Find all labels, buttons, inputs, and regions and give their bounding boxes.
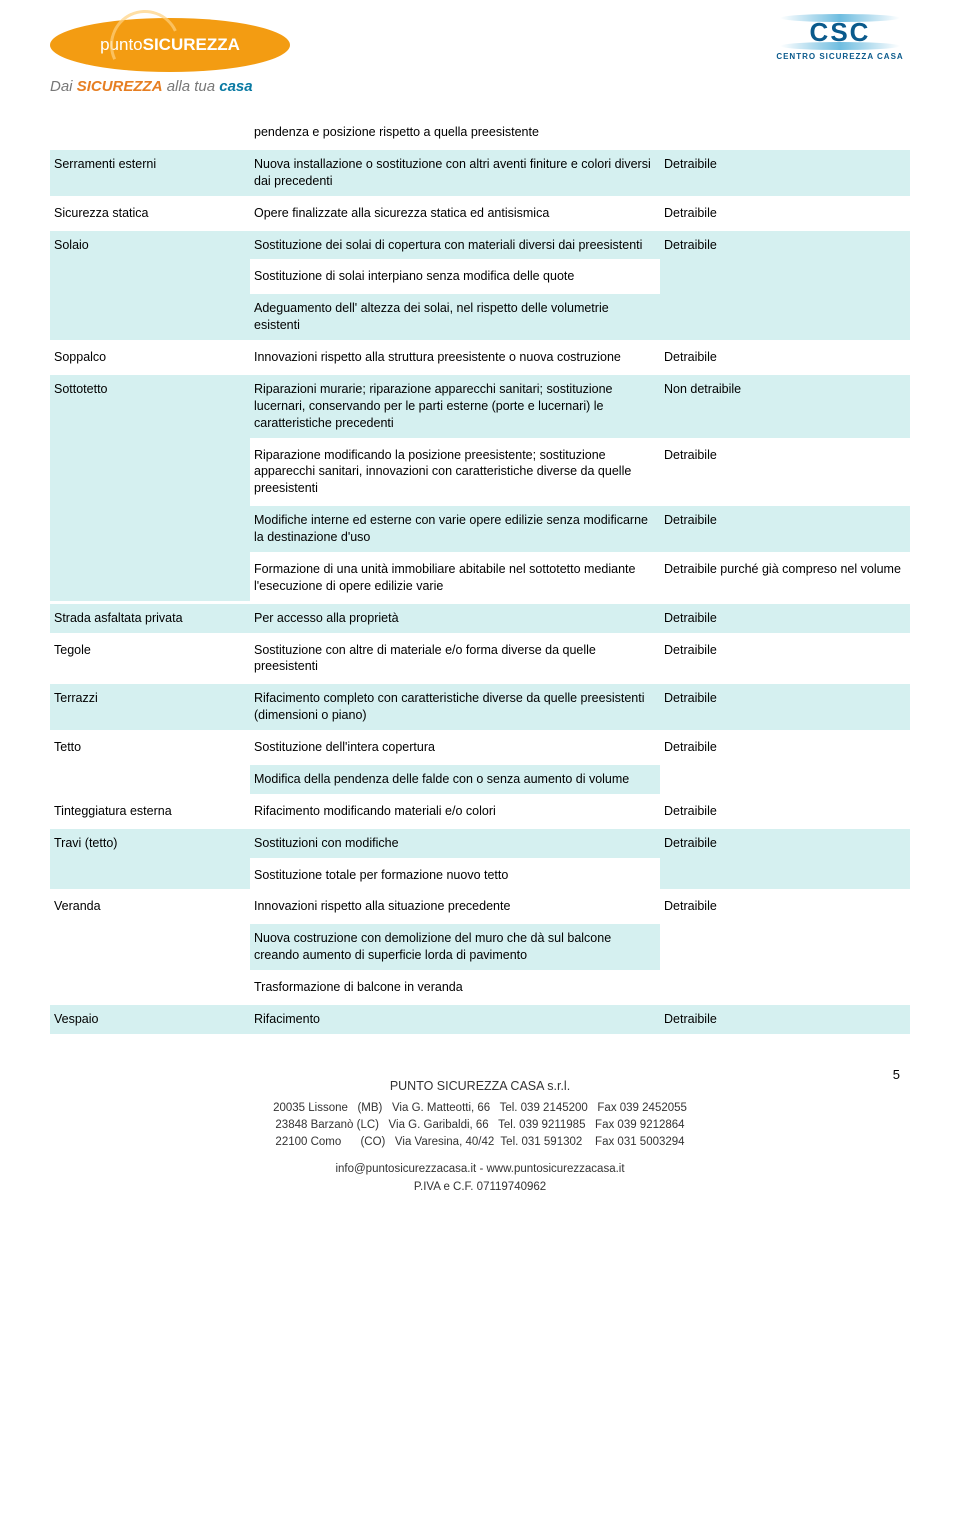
row-description: Formazione di una unità immobiliare abit… <box>250 555 660 601</box>
row-status: Detraibile <box>660 199 910 228</box>
row-status: Detraibile <box>660 892 910 1002</box>
row-description: Sostituzione dell'intera copertura <box>250 733 660 762</box>
row-description: Modifiche interne ed esterne con varie o… <box>250 506 660 552</box>
row-description: Sostituzione con altre di materiale e/o … <box>250 636 660 682</box>
content-area: pendenza e posizione rispetto a quella p… <box>0 105 960 1057</box>
row-status: Detraibile <box>660 797 910 826</box>
row-category: Tetto <box>50 733 250 794</box>
row-category: Soppalco <box>50 343 250 372</box>
tagline-emph: casa <box>219 78 252 95</box>
punto-sicurezza-logo: puntoSICUREZZA <box>50 18 290 72</box>
row-category: Serramenti esterni <box>50 150 250 196</box>
tagline-word: SICUREZZA <box>77 78 163 95</box>
csc-mark: CSC <box>780 18 900 46</box>
row-description: Innovazioni rispetto alla struttura pree… <box>250 343 660 372</box>
row-category: Veranda <box>50 892 250 1002</box>
row-description: Nuova costruzione con demolizione del mu… <box>250 924 660 970</box>
table-row: Strada asfaltata privataPer accesso alla… <box>50 604 910 633</box>
row-description: Innovazioni rispetto alla situazione pre… <box>250 892 660 921</box>
table-row: Sicurezza staticaOpere finalizzate alla … <box>50 199 910 228</box>
deductions-table: pendenza e posizione rispetto a quella p… <box>50 115 910 1037</box>
table-row: SoppalcoInnovazioni rispetto alla strutt… <box>50 343 910 372</box>
row-status: Detraibile purché già compreso nel volum… <box>660 555 910 601</box>
table-row: VerandaInnovazioni rispetto alla situazi… <box>50 892 910 921</box>
table-row: TegoleSostituzione con altre di material… <box>50 636 910 682</box>
page-number: 5 <box>893 1065 900 1085</box>
row-category: Terrazzi <box>50 684 250 730</box>
table-row: VespaioRifacimentoDetraibile <box>50 1005 910 1034</box>
row-status: Detraibile <box>660 1005 910 1034</box>
footer-address-3: 22100 Como (CO) Via Varesina, 40/42 Tel.… <box>50 1134 910 1151</box>
page-footer: 5 PUNTO SICUREZZA CASA s.r.l. 20035 Liss… <box>0 1057 960 1210</box>
row-category <box>50 118 250 147</box>
row-description: Opere finalizzate alla sicurezza statica… <box>250 199 660 228</box>
table-row: TerrazziRifacimento completo con caratte… <box>50 684 910 730</box>
row-status: Detraibile <box>660 343 910 372</box>
table-row: TettoSostituzione dell'intera coperturaD… <box>50 733 910 762</box>
row-status: Detraibile <box>660 506 910 552</box>
brand-left: puntoSICUREZZA Dai SICUREZZA alla tua ca… <box>50 18 310 95</box>
footer-company: PUNTO SICUREZZA CASA s.r.l. <box>50 1077 910 1096</box>
row-status: Detraibile <box>660 684 910 730</box>
row-status: Detraibile <box>660 604 910 633</box>
table-row: Travi (tetto)Sostituzioni con modificheD… <box>50 829 910 858</box>
row-status: Detraibile <box>660 829 910 890</box>
row-category: Solaio <box>50 231 250 341</box>
table-row: pendenza e posizione rispetto a quella p… <box>50 118 910 147</box>
row-category: Travi (tetto) <box>50 829 250 890</box>
row-description: Rifacimento completo con caratteristiche… <box>250 684 660 730</box>
csc-subtitle: CENTRO SICUREZZA CASA <box>770 52 910 61</box>
page-header: puntoSICUREZZA Dai SICUREZZA alla tua ca… <box>0 0 960 105</box>
row-status: Detraibile <box>660 636 910 682</box>
row-description: Per accesso alla proprietà <box>250 604 660 633</box>
tagline-pre: Dai <box>50 78 77 95</box>
row-status: Non detraibile <box>660 375 910 438</box>
row-description: Nuova installazione o sostituzione con a… <box>250 150 660 196</box>
row-description: Riparazione modificando la posizione pre… <box>250 441 660 504</box>
table-row: Serramenti esterniNuova installazione o … <box>50 150 910 196</box>
row-description: Riparazioni murarie; riparazione apparec… <box>250 375 660 438</box>
row-category: Sottotetto <box>50 375 250 601</box>
row-description: Modifica della pendenza delle falde con … <box>250 765 660 794</box>
tagline-post: alla tua <box>163 78 220 95</box>
row-description: Adeguamento dell' altezza dei solai, nel… <box>250 294 660 340</box>
row-description: Sostituzioni con modifiche <box>250 829 660 858</box>
row-category: Vespaio <box>50 1005 250 1034</box>
footer-address-2: 23848 Barzanò (LC) Via G. Garibaldi, 66 … <box>50 1117 910 1134</box>
row-description: pendenza e posizione rispetto a quella p… <box>250 118 660 147</box>
row-category: Sicurezza statica <box>50 199 250 228</box>
row-status: Detraibile <box>660 441 910 504</box>
table-row: SolaioSostituzione dei solai di copertur… <box>50 231 910 260</box>
row-description: Sostituzione dei solai di copertura con … <box>250 231 660 260</box>
row-status <box>660 118 910 147</box>
row-description: Sostituzione totale per formazione nuovo… <box>250 861 660 890</box>
table-row: SottotettoRiparazioni murarie; riparazio… <box>50 375 910 438</box>
row-category: Strada asfaltata privata <box>50 604 250 633</box>
row-description: Rifacimento modificando materiali e/o co… <box>250 797 660 826</box>
row-category: Tegole <box>50 636 250 682</box>
footer-piva: P.IVA e C.F. 07119740962 <box>50 1179 910 1196</box>
row-category: Tinteggiatura esterna <box>50 797 250 826</box>
brand-tagline: Dai SICUREZZA alla tua casa <box>50 78 310 95</box>
csc-logo: CSC CENTRO SICUREZZA CASA <box>770 18 910 61</box>
row-description: Rifacimento <box>250 1005 660 1034</box>
row-description: Trasformazione di balcone in veranda <box>250 973 660 1002</box>
row-status: Detraibile <box>660 231 910 341</box>
footer-web: info@puntosicurezzacasa.it - www.puntosi… <box>50 1161 910 1178</box>
row-status: Detraibile <box>660 150 910 196</box>
footer-address-1: 20035 Lissone (MB) Via G. Matteotti, 66 … <box>50 1100 910 1117</box>
row-status: Detraibile <box>660 733 910 794</box>
row-description: Sostituzione di solai interpiano senza m… <box>250 262 660 291</box>
table-row: Tinteggiatura esternaRifacimento modific… <box>50 797 910 826</box>
